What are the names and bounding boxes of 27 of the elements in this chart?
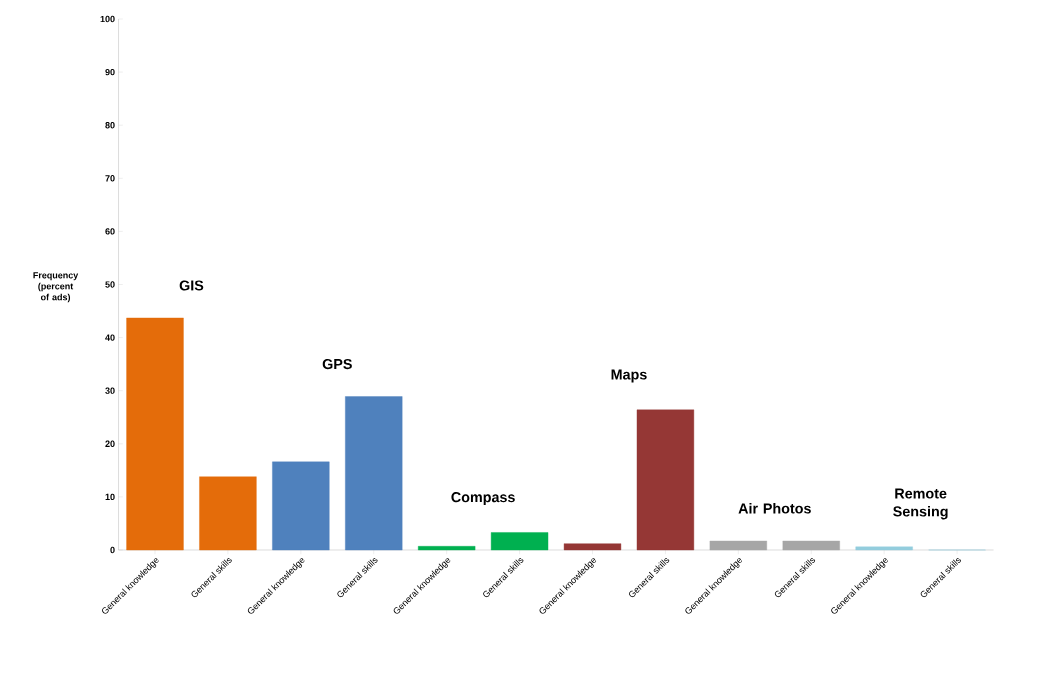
bar [418,546,476,551]
annotation: Remote Sensing [893,488,948,520]
y-tick-label: 50 [105,281,115,288]
bar [199,476,257,551]
annotation: Maps [611,369,647,383]
bar [126,317,184,551]
bar [345,396,403,551]
bar [855,546,913,551]
annotation: Compass [451,492,515,506]
annotation: Air Photos [738,503,811,514]
annotation: GIS [179,280,204,291]
y-tick-label: 80 [105,122,115,129]
y-tick-label: 100 [100,15,115,23]
y-tick-label: 20 [105,440,115,447]
annotation: GPS [322,358,352,370]
y-tick-label: 60 [105,228,115,235]
y-axis-title: Frequency (percent of ads) [33,272,79,303]
bar [636,409,695,551]
bar [490,532,549,551]
y-tick-label: 90 [105,68,115,76]
y-tick-label: 10 [105,493,115,501]
y-tick-label: 40 [105,334,115,341]
y-tick-label: 30 [105,387,115,394]
y-tick-label: 0 [110,546,115,554]
bar [272,461,330,551]
y-tick-label: 70 [105,175,115,182]
bar [563,543,622,551]
